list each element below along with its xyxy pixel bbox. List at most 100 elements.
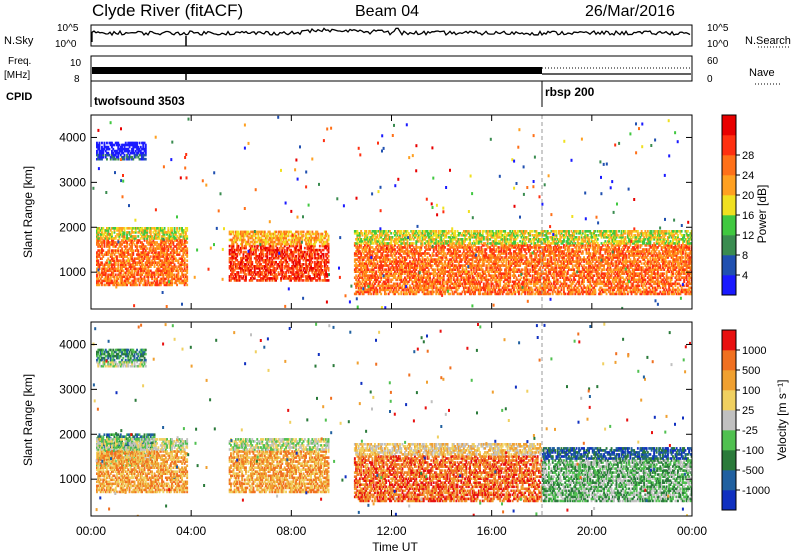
heatmap-cell (174, 281, 177, 285)
heatmap-cell (479, 290, 481, 294)
heatmap-cell (391, 238, 394, 241)
heatmap-cell (172, 265, 175, 268)
heatmap-cell (257, 265, 260, 268)
heatmap-cell (399, 246, 401, 249)
heatmap-cell (164, 241, 167, 244)
heatmap-cell (158, 251, 161, 254)
heatmap-cell (491, 288, 494, 292)
heatmap-cell (169, 267, 172, 271)
heatmap-cell (400, 238, 403, 241)
heatmap-cell (471, 272, 474, 275)
heatmap-cell (474, 242, 476, 245)
heatmap-cell (146, 247, 148, 250)
heatmap-cell (381, 288, 384, 292)
heatmap-cell (262, 277, 265, 280)
heatmap-cell (288, 267, 291, 270)
heatmap-cell (246, 265, 249, 268)
heatmap-cell (146, 241, 148, 244)
heatmap-cell (370, 276, 373, 279)
heatmap-cell (232, 265, 235, 268)
heatmap-cell (231, 258, 234, 262)
heatmap-cell (427, 248, 430, 251)
heatmap-cell (127, 237, 130, 240)
heatmap-cell (97, 243, 100, 246)
nsearch-tick-low: 10^0 (707, 39, 729, 50)
heatmap-cell (102, 227, 105, 230)
heatmap-cell (104, 267, 107, 271)
heatmap-cell (251, 271, 254, 274)
heatmap-cell (300, 232, 302, 236)
heatmap-cell (390, 284, 393, 288)
heatmap-cell (163, 251, 166, 254)
heatmap-cell (164, 257, 167, 260)
heatmap-cell (376, 256, 379, 259)
heatmap-cell (134, 235, 137, 238)
heatmap-cell (449, 236, 451, 239)
heatmap-cell (147, 243, 150, 246)
heatmap-cell (149, 263, 152, 266)
heatmap-cell (447, 230, 450, 233)
heatmap-cell (257, 230, 260, 234)
heatmap-cell (487, 292, 490, 296)
heatmap-cell (106, 277, 108, 281)
heatmap-cell (168, 233, 171, 236)
heatmap-cell (416, 260, 419, 263)
heatmap-cell (270, 265, 272, 268)
heatmap-cell (124, 281, 127, 285)
heatmap-cell (169, 283, 172, 287)
heatmap-cell (401, 246, 404, 249)
freq-trace-block (92, 67, 542, 74)
heatmap-cell (275, 260, 277, 264)
heatmap-cell (243, 244, 246, 248)
heatmap-cell (460, 242, 463, 245)
heatmap-cell (434, 234, 436, 237)
heatmap-cell (491, 242, 494, 245)
heatmap-cell (416, 286, 419, 290)
heatmap-cell (444, 290, 446, 294)
heatmap-cell (316, 269, 319, 272)
heatmap-cell (444, 246, 446, 249)
heatmap-cell (278, 260, 281, 264)
heatmap-cell (278, 236, 281, 240)
heatmap-cell (106, 235, 108, 238)
heatmap-cell (315, 271, 317, 274)
heatmap-cell (290, 275, 292, 278)
heatmap-cell (282, 271, 285, 274)
heatmap-cell (307, 246, 310, 250)
heatmap-cell (236, 258, 239, 262)
heatmap-cell (111, 239, 113, 242)
heatmap-cell (491, 244, 494, 247)
heatmap-cell (431, 254, 434, 257)
heatmap-cell (137, 235, 140, 238)
heatmap-cell (471, 242, 474, 245)
heatmap-cell (430, 256, 433, 259)
heatmap-cell (144, 229, 147, 232)
heatmap-cell (415, 272, 418, 275)
heatmap-cell (450, 252, 453, 255)
heatmap-cell (245, 279, 247, 282)
heatmap-cell (379, 256, 381, 259)
heatmap-cell (292, 273, 295, 276)
heatmap-cell (358, 268, 361, 271)
heatmap-cell (460, 270, 463, 273)
heatmap-cell (96, 251, 98, 254)
heatmap-cell (122, 263, 125, 266)
heatmap-cell (444, 292, 446, 296)
heatmap-cell (491, 266, 494, 269)
heatmap-cell (182, 249, 185, 252)
heatmap-cell (486, 288, 489, 292)
heatmap-cell (281, 234, 284, 238)
heatmap-cell (98, 227, 101, 230)
heatmap-cell (136, 261, 138, 264)
heatmap-cell (134, 277, 137, 281)
heatmap-cell (147, 267, 150, 271)
heatmap-cell (385, 282, 388, 286)
heatmap-cell (275, 254, 277, 258)
heatmap-cell (477, 232, 480, 235)
heatmap-cell (450, 240, 453, 243)
heatmap-cell (415, 268, 418, 271)
heatmap-cell (420, 280, 423, 284)
heatmap-cell (176, 277, 178, 281)
heatmap-cell (386, 232, 389, 235)
heatmap-cell (405, 262, 408, 265)
